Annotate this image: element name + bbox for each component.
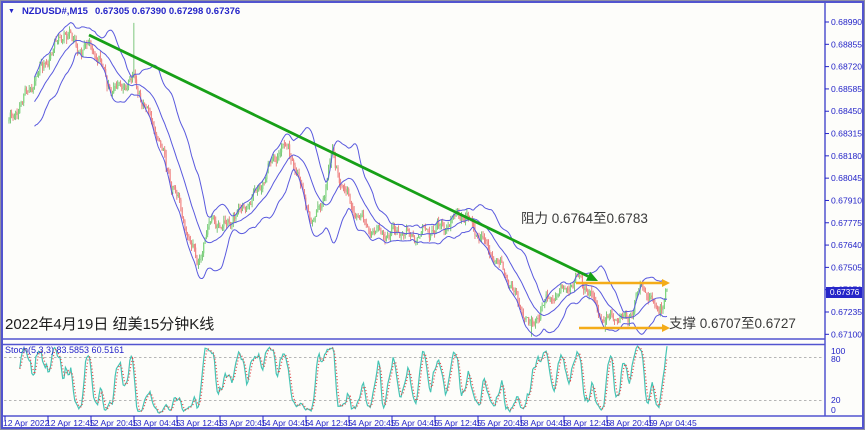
price-tick-label: 0.68180 bbox=[831, 151, 862, 161]
stoch-tick-label: 20 bbox=[831, 395, 841, 405]
caption-text: 2022年4月19日 纽美15分钟K线 bbox=[5, 316, 215, 333]
current-price-tag: 0.67376 bbox=[826, 286, 863, 298]
chart-title-bar: ▼ NZDUSD#,M15 0.67305 0.67390 0.67298 0.… bbox=[8, 6, 240, 17]
price-tick-label: 0.68720 bbox=[831, 62, 862, 72]
time-tick-label: 13 Apr 04:45 bbox=[132, 418, 181, 428]
downtrend-line[interactable] bbox=[88, 33, 598, 281]
time-tick-label: 15 Apr 20:45 bbox=[476, 418, 525, 428]
price-tick-label: 0.67640 bbox=[831, 240, 862, 250]
stoch-tick-label: 100 bbox=[831, 346, 846, 356]
price-tick-label: 0.68855 bbox=[831, 39, 862, 49]
time-tick-label: 12 Apr 12:45 bbox=[46, 418, 95, 428]
time-tick-label: 14 Apr 12:45 bbox=[304, 418, 353, 428]
price-axis[interactable]: 0.68990 0.68855 0.68720 0.68585 0.68450 0.683… bbox=[825, 17, 862, 415]
price-tick-label: 0.67235 bbox=[831, 307, 862, 317]
time-tick-label: 18 Apr 20:45 bbox=[605, 418, 654, 428]
ohlc-quotes-label: 0.67305 0.67390 0.67298 0.67376 bbox=[94, 6, 241, 17]
symbol-timeframe-label: NZDUSD#,M15 bbox=[21, 6, 88, 17]
time-tick-label: 18 Apr 04:45 bbox=[519, 418, 568, 428]
stochastic-label: Stoch(5,3,3) 83.5853 60.5161 bbox=[5, 345, 125, 355]
stoch-tick-label: 0 bbox=[831, 405, 836, 415]
bollinger-bands bbox=[34, 21, 668, 337]
price-tick-label: 0.67100 bbox=[831, 329, 862, 339]
price-tick-label: 0.68585 bbox=[831, 84, 862, 94]
resistance-label: 阻力 0.6764至0.6783 bbox=[521, 211, 648, 226]
candlestick-series bbox=[8, 22, 668, 337]
price-tick-label: 0.68450 bbox=[831, 106, 862, 116]
price-tick-label: 0.67775 bbox=[831, 218, 862, 228]
price-tick-label: 0.68990 bbox=[831, 17, 862, 27]
time-tick-label: 12 Apr 2022 bbox=[3, 418, 50, 428]
time-tick-label: 12 Apr 20:45 bbox=[89, 418, 138, 428]
time-tick-label: 15 Apr 04:45 bbox=[390, 418, 439, 428]
resistance-line-arrow[interactable] bbox=[576, 279, 670, 287]
time-tick-label: 15 Apr 12:45 bbox=[433, 418, 482, 428]
time-tick-label: 19 Apr 04:45 bbox=[648, 418, 697, 428]
time-tick-label: 14 Apr 20:45 bbox=[347, 418, 396, 428]
price-tick-label: 0.67505 bbox=[831, 262, 862, 272]
support-line-arrow[interactable] bbox=[579, 324, 670, 332]
price-tick-label: 0.68315 bbox=[831, 129, 862, 139]
stoch-tick-label: 80 bbox=[831, 354, 841, 364]
time-tick-label: 13 Apr 12:45 bbox=[175, 418, 224, 428]
stochastic-series bbox=[19, 345, 668, 414]
time-tick-label: 18 Apr 12:45 bbox=[562, 418, 611, 428]
symbol-dropdown-icon[interactable]: ▼ bbox=[8, 8, 15, 15]
time-tick-label: 14 Apr 04:45 bbox=[261, 418, 310, 428]
support-label: 支撑 0.6707至0.6727 bbox=[669, 316, 796, 331]
time-tick-label: 13 Apr 20:45 bbox=[218, 418, 267, 428]
price-tick-label: 0.67910 bbox=[831, 195, 862, 205]
price-tick-label: 0.68045 bbox=[831, 173, 862, 183]
